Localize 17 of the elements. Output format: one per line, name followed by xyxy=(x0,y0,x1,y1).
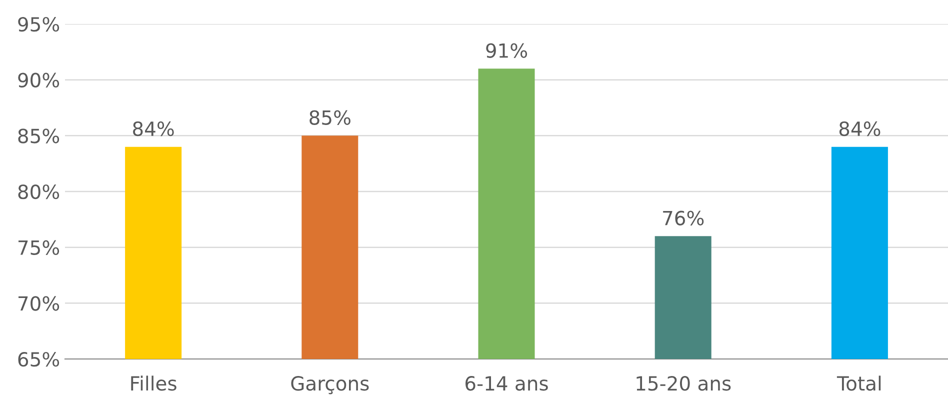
x-tick-label: 6-14 ans xyxy=(466,376,548,391)
data-label: 76% xyxy=(663,210,704,226)
x-tick-label: Garçons xyxy=(291,376,369,394)
y-tick-label: 80% xyxy=(18,184,60,200)
y-tick-label: 85% xyxy=(18,128,60,144)
data-label: 91% xyxy=(486,43,528,58)
data-label: 84% xyxy=(839,121,880,136)
data-label: 84% xyxy=(133,121,174,136)
data-label: 85% xyxy=(310,110,350,125)
y-tick-label: 90% xyxy=(18,72,60,88)
x-tick-label: Filles xyxy=(131,376,176,391)
x-tick-label: Total xyxy=(836,376,881,391)
x-tick-label: 15-20 ans xyxy=(636,376,731,391)
y-tick-label: 95% xyxy=(18,16,60,32)
y-tick-label: 65% xyxy=(18,352,60,367)
y-tick-label: 75% xyxy=(18,240,60,255)
y-tick-label: 70% xyxy=(18,296,60,311)
